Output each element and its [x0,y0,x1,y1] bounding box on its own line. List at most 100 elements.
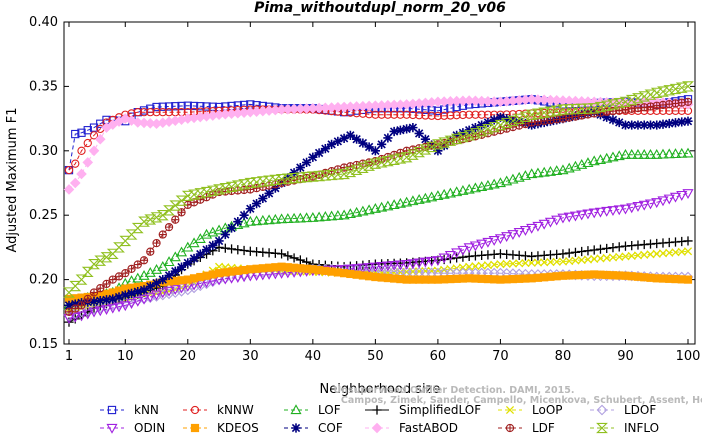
data-point-odin [69,312,81,323]
data-point-inflo [625,94,638,106]
data-point-lof [351,206,363,217]
data-point-knn [158,102,167,111]
data-point-inflo [238,179,250,190]
data-point-cof [483,117,493,128]
data-point-simplifiedlof [577,246,587,257]
data-point-lof [394,197,406,208]
data-point-odin [626,203,638,214]
data-point-loop [577,255,586,265]
data-point-knn [171,102,180,111]
data-point-cof [70,299,80,309]
data-point-cof [233,217,243,227]
data-point-loop [565,256,574,266]
data-point-inflo [444,135,457,146]
data-point-lof [469,182,481,193]
data-point-inflo [219,183,232,194]
x-tick-label: 20 [180,349,197,364]
data-point-loop [552,257,561,266]
data-point-knnw [458,110,468,120]
legend-item-lof: LOF [284,403,341,417]
data-point-cof [402,124,412,134]
data-point-knnw [440,111,449,120]
data-point-lof [282,213,294,223]
data-point-knnw [446,111,455,120]
data-point-lof [363,204,375,215]
data-point-odin [619,204,632,215]
credit-line-1: Unsupervised Outlier Detection. DAMI, 20… [334,385,575,396]
legend-label-inflo: INFLO [624,421,659,434]
data-point-knn [183,101,192,110]
data-point-lof [651,148,663,159]
data-point-knn [202,102,211,111]
data-point-lof [619,148,632,159]
data-point-cof [470,123,481,133]
legend-label-ldof: LDOF [624,403,656,417]
data-point-loop [683,247,693,256]
data-point-inflo [81,266,94,278]
data-point-cof [108,294,118,304]
data-point-odin [663,194,675,205]
data-point-cof [201,245,212,255]
data-point-knnw [427,111,436,120]
data-point-cof [377,139,387,149]
data-point-ldof [182,284,194,296]
legend-item-inflo: INFLO [590,421,659,434]
data-point-lof [176,246,188,257]
data-point-simplifiedlof [276,249,287,259]
data-point-lof [526,168,538,179]
data-point-knnw [146,108,155,117]
data-point-knnw [83,138,92,148]
x-tick-label: 70 [492,349,509,364]
data-point-odin [382,261,394,272]
data-point-inflo [363,160,376,171]
data-point-fastabod [76,168,87,180]
data-point-inflo [163,205,175,216]
data-point-loop [583,255,593,264]
data-point-odin [644,199,657,210]
data-point-loop [558,257,568,266]
data-point-odin [482,237,494,248]
data-point-knnw [77,146,86,155]
data-point-ldof [82,305,94,316]
data-point-loop [627,251,636,260]
data-point-knnw [139,108,149,117]
data-point-cof [314,148,324,158]
data-point-lof [482,179,494,190]
data-point-loop [533,258,542,267]
data-point-simplifiedlof [614,242,624,252]
data-point-cof [395,125,405,135]
data-point-knn [433,106,443,116]
data-point-inflo [113,242,125,253]
legend-label-ldf: LDF [532,421,555,434]
data-point-odin [357,263,369,274]
data-point-cof [352,134,362,144]
data-point-simplifiedlof [583,246,593,256]
data-point-knnw [408,110,418,120]
data-point-inflo [594,101,607,113]
data-point-knnw [71,159,80,168]
data-point-cof [214,236,224,246]
data-point-inflo [150,212,163,223]
data-point-inflo [682,81,694,92]
data-point-knnw [133,108,142,117]
data-point-cof [489,115,499,125]
legend-marker-kdeos [190,423,200,433]
data-point-knnw [164,108,174,117]
data-point-cof [89,296,99,307]
legend-marker-knnw [190,405,200,415]
data-point-lof [613,150,625,161]
data-point-odin [82,309,94,320]
plot-area: 0.15 0.20 0.25 0.30 0.35 0.40 1 10 20 30 40 50 60 70 8… [29,15,700,364]
data-point-inflo [469,128,482,139]
data-point-odin [438,253,450,264]
data-point-loop [546,258,555,267]
data-point-lof [457,185,469,195]
data-point-loop [483,261,492,270]
data-point-inflo [244,177,257,189]
data-point-cof [208,240,218,250]
data-point-knnw [465,110,474,119]
data-point-loop [621,252,630,261]
data-point-loop [608,253,618,262]
data-point-loop [646,250,655,259]
data-point-cof [183,258,193,268]
